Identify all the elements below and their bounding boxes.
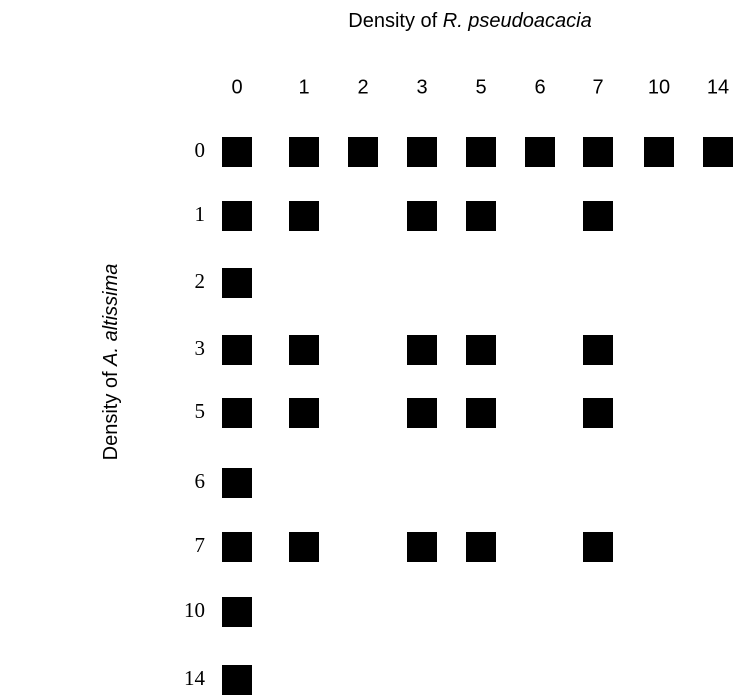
- treatment-square: [222, 468, 252, 498]
- treatment-square: [289, 201, 319, 231]
- treatment-square: [289, 532, 319, 562]
- column-label: 6: [534, 76, 545, 98]
- treatment-square: [289, 335, 319, 365]
- row-label: 5: [195, 399, 206, 423]
- treatment-square: [466, 532, 496, 562]
- column-label: 14: [707, 76, 729, 98]
- column-label: 7: [592, 76, 603, 98]
- column-label: 3: [416, 76, 427, 98]
- treatment-square: [583, 201, 613, 231]
- treatment-square: [407, 201, 437, 231]
- treatment-square: [466, 335, 496, 365]
- row-label: 1: [195, 202, 206, 226]
- treatment-square: [289, 398, 319, 428]
- treatment-square: [644, 137, 674, 167]
- treatment-square: [466, 201, 496, 231]
- treatment-square: [222, 532, 252, 562]
- row-label: 0: [195, 138, 206, 162]
- treatment-square: [407, 137, 437, 167]
- row-label: 7: [195, 533, 206, 557]
- column-label: 0: [231, 76, 242, 98]
- x-axis-title: Density of R. pseudoacacia: [348, 10, 591, 32]
- x-title-prefix: Density of: [348, 10, 437, 32]
- treatment-square: [583, 398, 613, 428]
- treatment-square: [222, 201, 252, 231]
- treatment-square: [407, 532, 437, 562]
- row-label: 14: [184, 666, 206, 690]
- row-label: 10: [184, 598, 205, 622]
- y-title-species: A. altissima: [100, 264, 122, 367]
- treatment-square: [348, 137, 378, 167]
- treatment-square: [407, 398, 437, 428]
- row-label: 3: [195, 336, 206, 360]
- column-label: 5: [475, 76, 486, 98]
- treatment-square: [583, 532, 613, 562]
- column-label: 1: [298, 76, 309, 98]
- treatment-square: [222, 335, 252, 365]
- y-title-prefix: Density of: [100, 371, 122, 460]
- x-title-species: R. pseudoacacia: [443, 10, 592, 32]
- row-label: 6: [195, 469, 206, 493]
- treatment-square: [407, 335, 437, 365]
- treatment-square: [222, 665, 252, 695]
- row-label: 2: [195, 269, 206, 293]
- column-label: 2: [357, 76, 368, 98]
- treatment-square: [222, 268, 252, 298]
- treatment-square: [222, 398, 252, 428]
- y-axis-title: Density of A. altissima: [100, 264, 122, 461]
- treatment-square: [525, 137, 555, 167]
- column-label: 10: [648, 76, 670, 98]
- treatment-square: [466, 398, 496, 428]
- treatment-square: [703, 137, 733, 167]
- treatment-square: [583, 335, 613, 365]
- treatment-square: [466, 137, 496, 167]
- treatment-square: [583, 137, 613, 167]
- treatment-square: [222, 137, 252, 167]
- treatment-square: [289, 137, 319, 167]
- treatment-square: [222, 597, 252, 627]
